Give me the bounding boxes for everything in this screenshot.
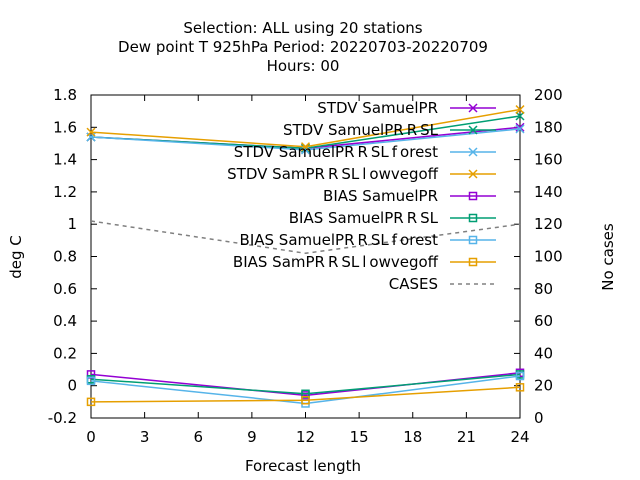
y-tick-label: 1 — [67, 215, 77, 233]
y2-tick-label: 60 — [534, 312, 553, 330]
legend-marker — [468, 191, 478, 201]
y2-tick-label: 160 — [534, 151, 563, 169]
data-point — [515, 122, 525, 132]
data-point — [300, 142, 311, 152]
legend-label: BIAS SamuelPR R SL f orest — [240, 231, 439, 249]
legend-label: STDV SamuelPR R SL — [283, 121, 439, 139]
x-tick-label: 0 — [86, 428, 96, 446]
legend-entry: STDV SamuelPR R SL f orest — [234, 143, 496, 161]
y-tick-label: 1.4 — [53, 151, 77, 169]
x-tick-label: 6 — [193, 428, 203, 446]
legend-label: STDV SamPR R SL l owvegoff — [227, 165, 438, 183]
legend-label: BIAS SamuelPR R SL — [289, 209, 439, 227]
y2-tick-label: 20 — [534, 377, 553, 395]
legend-marker — [468, 147, 478, 157]
series-line — [90, 220, 521, 255]
title-line-2: Dew point T 925hPa Period: 20220703-2022… — [118, 38, 488, 56]
legend-label: BIAS SamuelPR — [323, 187, 438, 205]
data-point — [515, 371, 525, 381]
y-tick-label: 0.2 — [53, 344, 77, 362]
y2-tick-label: 0 — [534, 409, 544, 427]
data-point — [86, 127, 96, 137]
y2-tick-label: 140 — [534, 183, 563, 201]
legend-marker — [468, 235, 478, 245]
x-tick-label: 18 — [403, 428, 422, 446]
legend-label: STDV SamuelPR — [317, 99, 438, 117]
series-6 — [86, 370, 525, 399]
x-tick-label: 3 — [140, 428, 150, 446]
legend-entry: BIAS SamuelPR R SL f orest — [240, 231, 496, 249]
title-line-1: Selection: ALL using 20 stations — [183, 19, 422, 37]
legend-entry: STDV SamuelPR — [317, 99, 496, 117]
series-line — [90, 386, 521, 403]
axes: -0.200.20.40.60.811.21.41.61.80204060801… — [48, 86, 563, 446]
y-tick-label: 0.6 — [53, 280, 77, 298]
data-point — [515, 124, 525, 134]
y-axis-label: deg C — [7, 235, 25, 279]
data-point — [515, 383, 525, 392]
y2-tick-label: 100 — [534, 248, 563, 266]
series-8 — [86, 383, 525, 407]
y-tick-label: 1.6 — [53, 118, 77, 136]
x-tick-label: 12 — [296, 428, 315, 446]
legend-entry: BIAS SamPR R SL l owvegoff — [233, 253, 496, 271]
y-tick-label: 1.2 — [53, 183, 77, 201]
legend-marker — [468, 257, 478, 267]
series-layer — [86, 105, 525, 408]
x-tick-label: 21 — [457, 428, 476, 446]
y2-tick-label: 200 — [534, 86, 563, 104]
legend: STDV SamuelPR STDV SamuelPR R SL STDV Samu… — [227, 99, 496, 293]
legend-label: CASES — [389, 275, 438, 293]
y-tick-label: -0.2 — [48, 409, 77, 427]
legend-entry: CASES — [389, 275, 496, 293]
x-axis-label: Forecast length — [245, 457, 361, 475]
legend-entry: STDV SamuelPR R SL — [283, 121, 496, 139]
data-point — [86, 397, 96, 407]
y-tick-label: 1.8 — [53, 86, 77, 104]
legend-marker — [468, 169, 478, 179]
series-4 — [86, 105, 525, 152]
data-point — [515, 105, 525, 115]
y2-tick-label: 120 — [534, 215, 563, 233]
x-tick-label: 9 — [247, 428, 257, 446]
data-point — [515, 111, 525, 121]
y2-axis-label: No cases — [599, 223, 617, 291]
legend-marker — [468, 125, 478, 135]
legend-marker — [468, 213, 478, 223]
legend-entry: STDV SamPR R SL l owvegoff — [227, 165, 496, 183]
x-tick-label: 15 — [350, 428, 369, 446]
series-line — [90, 373, 521, 395]
x-tick-label: 24 — [510, 428, 529, 446]
y-tick-label: 0.4 — [53, 312, 77, 330]
legend-label: STDV SamuelPR R SL f orest — [234, 143, 438, 161]
y-tick-label: 0 — [67, 377, 77, 395]
legend-label: BIAS SamPR R SL l owvegoff — [233, 253, 439, 271]
data-point — [301, 395, 310, 405]
data-point — [86, 376, 96, 386]
legend-entry: BIAS SamuelPR R SL — [289, 209, 496, 227]
y-tick-label: 0.8 — [53, 248, 77, 266]
chart-title: Selection: ALL using 20 stations Dew poi… — [118, 19, 488, 75]
series-9 — [90, 220, 521, 255]
legend-marker — [468, 103, 478, 113]
legend-entry: BIAS SamuelPR — [323, 187, 496, 205]
y2-tick-label: 180 — [534, 118, 563, 136]
y2-tick-label: 80 — [534, 280, 553, 298]
y2-tick-label: 40 — [534, 344, 553, 362]
title-line-3: Hours: 00 — [267, 57, 340, 75]
